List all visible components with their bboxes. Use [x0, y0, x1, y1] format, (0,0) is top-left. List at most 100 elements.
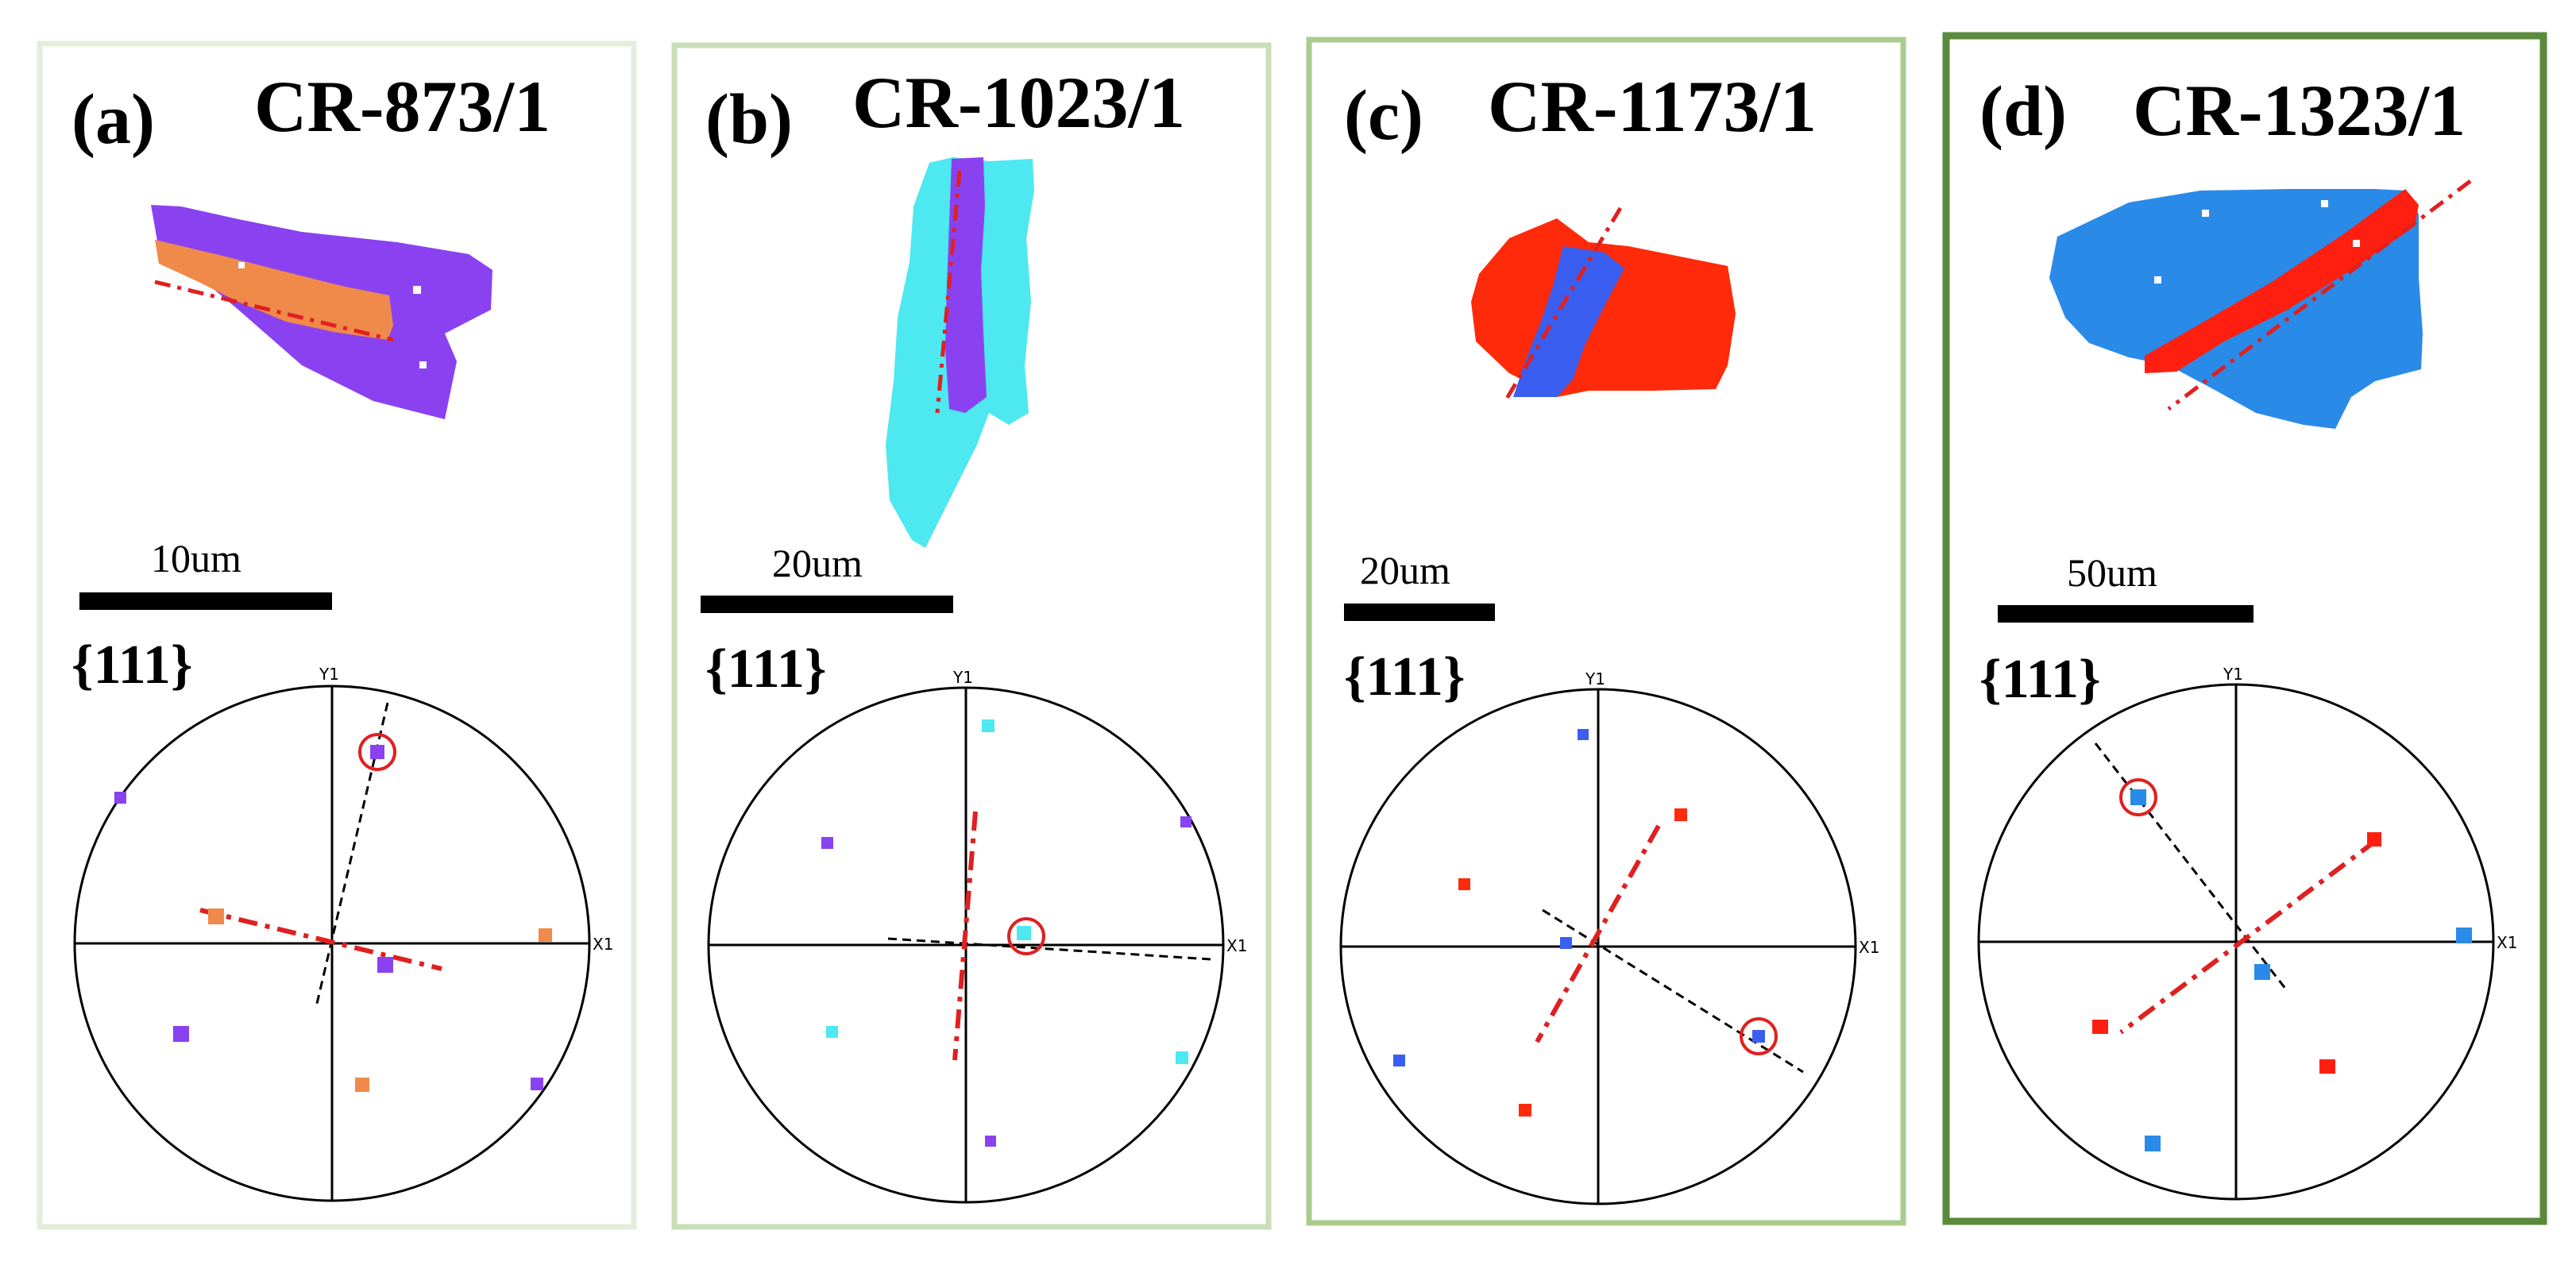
panel-c-twin-band — [1513, 246, 1624, 397]
panel-b-pole-point — [1017, 926, 1031, 940]
panel-c-twin-trace-pole-line — [1535, 824, 1661, 1043]
panel-c: (c) CR-1173/1 20um {111} Y1 X1 — [1306, 37, 1906, 1226]
panel-a: (a) CR-873/1 10um {111} Y1 X1 — [37, 40, 637, 1230]
panel-a-grain-hole — [238, 262, 245, 268]
panel-d-grain-hole — [2353, 240, 2360, 247]
panel-a-grain-map — [151, 205, 492, 419]
panel-d-y-axis-label: Y1 — [2223, 665, 2243, 684]
panel-c-pole-point — [1752, 1030, 1765, 1043]
panel-c-plane-label: {111} — [1344, 646, 1465, 708]
panel-d-twin-trace-pole-line — [2119, 838, 2378, 1035]
panel-d-twin-band — [2145, 189, 2419, 373]
panel-a-pole-point — [531, 1078, 543, 1090]
panel-d-grain-map — [2049, 179, 2472, 429]
panel-c-twin-plane-trace — [1542, 908, 1804, 1074]
panel-b-pole-point — [982, 719, 994, 732]
panel-c-pole-point — [1458, 878, 1470, 890]
panel-b-y-axis-label: Y1 — [952, 668, 973, 687]
panel-c-scale-bar — [1344, 604, 1495, 621]
panel-c-y-axis-label: Y1 — [1585, 669, 1605, 688]
panel-a-plane-label: {111} — [71, 634, 192, 696]
panel-d-pole-figure: Y1 X1 — [1977, 665, 2517, 1201]
panel-d-x-axis-label: X1 — [2497, 933, 2517, 952]
panel-d-border — [1942, 32, 2547, 1225]
panel-a-pole-point — [355, 1078, 369, 1092]
panel-d-pole-point — [2456, 928, 2472, 943]
panel-b-twin-trace-line — [935, 170, 962, 414]
panel-a-label: (a) — [71, 80, 155, 159]
panel-b-pole-point — [826, 1026, 838, 1038]
panel-d-plane-label: {111} — [1979, 649, 2100, 710]
panel-a-scale-label: 10um — [151, 536, 241, 580]
panel-b-twin-trace-pole-line — [952, 811, 978, 1061]
panel-c-pole-point — [1674, 808, 1687, 821]
panel-d-pole-point — [2145, 1136, 2161, 1151]
panel-d-twin-plane-trace — [2094, 742, 2288, 990]
panel-d: (d) CR-1323/1 50um {111} Y1 X1 — [1942, 32, 2547, 1225]
panel-b-scale-label: 20um — [772, 541, 863, 585]
panel-c-border — [1306, 37, 1906, 1226]
panel-b-twin-plane-trace — [887, 937, 1211, 961]
panel-d-pole-point — [2130, 789, 2146, 805]
panel-b-label: (b) — [705, 80, 793, 159]
panel-b-scale-bar — [701, 596, 953, 613]
panel-c-pole-point — [1578, 729, 1589, 740]
panel-a-pole-point — [208, 908, 224, 924]
panel-c-pole-figure: Y1 X1 — [1339, 669, 1879, 1205]
panel-c-pole-point — [1560, 937, 1572, 949]
panel-a-y-axis-label: Y1 — [319, 665, 339, 684]
panel-d-pole-point — [2254, 964, 2270, 980]
panel-a-grain-hole — [413, 286, 421, 294]
panel-d-scale-label: 50um — [2067, 550, 2157, 595]
panel-d-pole-point — [2319, 1059, 2335, 1074]
panel-a-border — [37, 40, 637, 1230]
panel-a-twin-trace-line — [154, 280, 394, 342]
panel-a-title: CR-873/1 — [254, 66, 550, 147]
panel-c-scale-label: 20um — [1360, 548, 1450, 592]
panel-d-label: (d) — [1979, 72, 2067, 151]
panel-c-grain-map — [1471, 206, 1736, 403]
panel-a-twin-trace-pole-line — [199, 908, 442, 971]
panel-d-pole-point — [2367, 832, 2381, 847]
panel-a-pole-figure: Y1 X1 — [73, 665, 613, 1202]
panel-b-twin-band — [945, 157, 987, 413]
panel-d-scale-bar — [1998, 605, 2254, 623]
panel-b-title: CR-1023/1 — [852, 62, 1185, 143]
panel-d-twin-trace-line — [2167, 179, 2472, 411]
panel-b-x-axis-label: X1 — [1226, 936, 1247, 955]
panel-d-shared-pole-circle — [2119, 778, 2157, 816]
panel-c-pole-point — [1393, 1055, 1405, 1066]
panel-b-pole-figure: Y1 X1 — [707, 668, 1247, 1204]
panel-a-grain-hole — [419, 361, 427, 368]
panel-a-pole-point — [370, 745, 384, 759]
panel-a-twin-plane-trace — [315, 702, 389, 1008]
panel-a-pole-point — [539, 928, 552, 942]
panel-d-grain-hole — [2202, 210, 2209, 217]
panel-b-pole-point — [985, 1136, 996, 1147]
panel-c-title: CR-1173/1 — [1488, 66, 1817, 147]
panel-b-pole-point — [1176, 1051, 1188, 1064]
panel-a-twin-band — [155, 240, 393, 340]
panel-b: (b) CR-1023/1 20um {111} Y1 X1 — [671, 42, 1272, 1230]
panel-a-pole-point — [377, 957, 393, 973]
panel-b-grain-map — [886, 157, 1034, 548]
panel-c-pole-point — [1519, 1104, 1531, 1117]
panel-d-grain-hole — [2321, 200, 2328, 207]
panel-c-twin-trace-line — [1503, 206, 1623, 403]
panel-c-shared-pole-circle — [1740, 1017, 1778, 1055]
panel-b-border — [671, 42, 1272, 1230]
panel-a-shared-pole-circle — [358, 733, 396, 771]
panel-b-shared-pole-circle — [1007, 917, 1045, 955]
panel-a-scale-bar — [79, 592, 332, 610]
panel-c-x-axis-label: X1 — [1859, 938, 1879, 957]
panel-a-pole-point — [114, 792, 126, 804]
panel-b-pole-point — [1180, 816, 1191, 827]
panel-b-plane-label: {111} — [705, 638, 826, 700]
panel-a-pole-point — [173, 1026, 189, 1042]
panel-c-label: (c) — [1344, 76, 1423, 155]
panel-d-grain-hole — [2154, 276, 2161, 283]
panel-a-x-axis-label: X1 — [593, 935, 613, 954]
panel-d-title: CR-1323/1 — [2133, 70, 2466, 151]
